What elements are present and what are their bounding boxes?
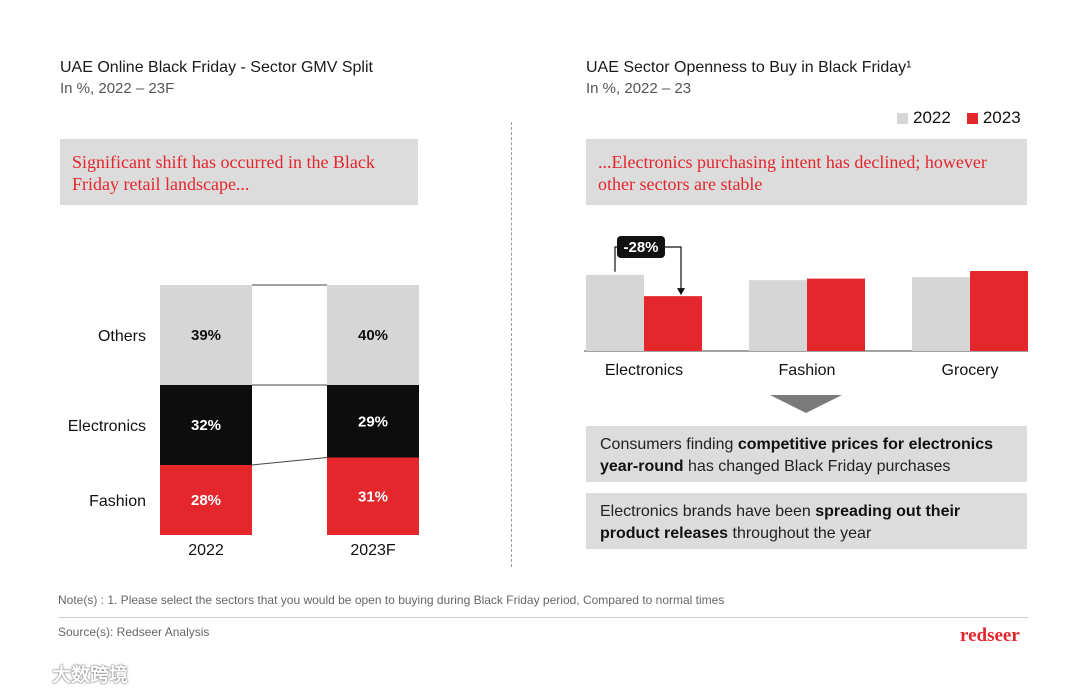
bar-segment-others-2022 (160, 285, 252, 385)
panel-divider (511, 122, 512, 567)
insight-2-text: Electronics brands have been (600, 503, 816, 520)
bar-fashion-2022 (749, 280, 807, 351)
insight-1-text: Consumers finding (600, 436, 738, 453)
x-tick-label-fashion: Fashion (779, 362, 836, 379)
bar-segment-fashion-2023f (327, 457, 419, 535)
annotation-connector (614, 246, 617, 272)
data-label-electronics-2022: 32% (191, 417, 221, 434)
data-label-others-2022: 39% (191, 327, 221, 344)
left-chart-title: UAE Online Black Friday - Sector GMV Spl… (60, 59, 373, 76)
bar-segment-others-2023f (327, 285, 419, 385)
source-note: Source(s): Redseer Analysis (58, 625, 210, 639)
insight-1-bold: competitive prices for electronics year-… (600, 436, 994, 475)
insight-2-bold: spreading out their product releases (600, 503, 961, 542)
footer-rule (58, 617, 1028, 618)
bar-grocery-2022 (912, 277, 970, 351)
openness-grouped-chart: Electronics Fashion Grocery -28% (584, 236, 1028, 379)
data-label-fashion-2023f: 31% (358, 488, 388, 505)
annotation-arrow-head-icon (677, 288, 685, 296)
insight-1-text-end: has changed Black Friday purchases (683, 458, 951, 475)
down-arrow-icon (770, 395, 842, 413)
right-callout: ...Electronics purchasing intent has dec… (586, 139, 1027, 205)
bar-electronics-2023 (644, 296, 702, 351)
data-label-others-2023f: 40% (358, 327, 388, 344)
watermark: 大数跨境 (8, 660, 128, 687)
connector-line (251, 457, 328, 466)
legend-label-2022: 2022 (913, 108, 951, 127)
watermark-logo-icon (9, 665, 47, 682)
annotation-arrow (665, 246, 682, 290)
insight-box-2: Electronics brands have been spreading o… (586, 493, 1027, 549)
bar-electronics-2022 (586, 274, 644, 351)
bar-segment-electronics-2023f (327, 385, 419, 458)
change-badge-label: -28% (623, 239, 658, 256)
x-tick-label-grocery: Grocery (942, 362, 999, 379)
category-label-electronics: Electronics (68, 418, 146, 435)
bar-segment-electronics-2022 (160, 385, 252, 465)
insight-box-1: Consumers finding competitive prices for… (586, 426, 1027, 482)
data-label-fashion-2022: 28% (191, 492, 221, 509)
chart-legend: 2022 2023 (897, 108, 1021, 128)
x-tick-label-electronics: Electronics (605, 362, 683, 379)
left-callout: Significant shift has occurred in the Bl… (60, 139, 418, 205)
bar-grocery-2023 (970, 271, 1028, 351)
insight-2-text-end: throughout the year (728, 525, 872, 542)
bar-fashion-2023 (807, 278, 865, 351)
footnote: Note(s) : 1. Please select the sectors t… (58, 593, 725, 607)
change-badge (617, 236, 665, 258)
watermark-text: 大数跨境 (52, 665, 129, 686)
right-chart-subtitle: In %, 2022 – 23 (586, 80, 692, 97)
legend-swatch-2023 (966, 112, 978, 124)
legend-swatch-2022 (897, 112, 908, 124)
redseer-logo: redseer (960, 625, 1020, 646)
sector-gmv-stacked-chart: 28% 32% 39% 2022 31% 29% 40% 2023F Fashion Electr… (68, 284, 419, 559)
x-tick-label-2022: 2022 (188, 542, 224, 559)
left-chart-subtitle: In %, 2022 – 23F (60, 80, 175, 97)
x-tick-label-2023f: 2023F (350, 542, 396, 559)
legend-label-2023: 2023 (982, 108, 1021, 127)
category-label-fashion: Fashion (89, 493, 146, 510)
category-label-others: Others (98, 328, 146, 345)
right-chart-title: UAE Sector Openness to Buy in Black Frid… (586, 59, 912, 76)
bar-segment-fashion-2022 (160, 465, 252, 535)
data-label-electronics-2023f: 29% (358, 413, 388, 430)
